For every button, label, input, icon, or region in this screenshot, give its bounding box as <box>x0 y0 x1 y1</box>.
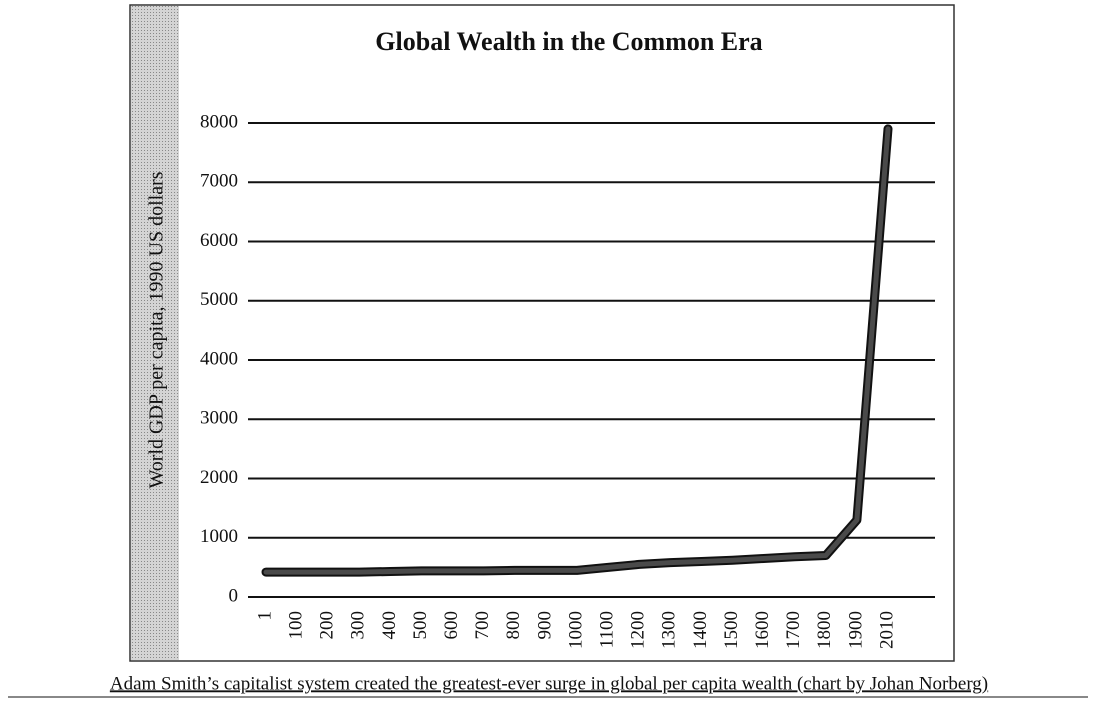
x-tick-label: 700 <box>472 611 493 640</box>
y-tick-label: 3000 <box>200 408 238 429</box>
x-tick-label: 1900 <box>845 611 866 649</box>
x-tick-label: 1100 <box>596 611 617 648</box>
x-tick-label: 400 <box>379 611 400 640</box>
y-tick-label: 5000 <box>200 289 238 310</box>
x-tick-label: 1800 <box>814 611 835 649</box>
y-tick-label: 2000 <box>200 467 238 488</box>
y-tick-label: 1000 <box>200 526 238 547</box>
y-tick-label: 4000 <box>200 348 238 369</box>
caption: Adam Smith’s capitalist system created t… <box>110 673 988 694</box>
x-tick-label: 1200 <box>628 611 649 649</box>
x-tick-label: 600 <box>441 611 462 640</box>
y-tick-label: 6000 <box>200 230 238 251</box>
x-tick-label: 100 <box>285 611 306 640</box>
x-tick-label: 1 <box>254 611 275 621</box>
y-axis-label: World GDP per capita, 1990 US dollars <box>146 171 168 488</box>
x-tick-label: 1300 <box>659 611 680 649</box>
x-tick-label: 900 <box>534 611 555 640</box>
y-tick-label: 8000 <box>200 111 238 132</box>
y-tick-label: 7000 <box>200 171 238 192</box>
x-tick-label: 1600 <box>752 611 773 649</box>
x-tick-label: 300 <box>348 611 369 640</box>
x-tick-label: 2010 <box>876 611 897 649</box>
x-tick-label: 500 <box>410 611 431 640</box>
x-tick-label: 1500 <box>721 611 742 649</box>
y-tick-label: 0 <box>229 585 239 606</box>
x-tick-label: 800 <box>503 611 524 640</box>
chart-frame <box>129 4 955 662</box>
line <box>263 126 891 575</box>
x-tick-label: 1000 <box>565 611 586 649</box>
axis-band <box>131 6 179 660</box>
chart-title: Global Wealth in the Common Era <box>375 27 762 56</box>
x-tick-label: 1700 <box>783 611 804 649</box>
x-tick-label: 200 <box>317 611 338 640</box>
x-tick-label: 1400 <box>690 611 711 649</box>
